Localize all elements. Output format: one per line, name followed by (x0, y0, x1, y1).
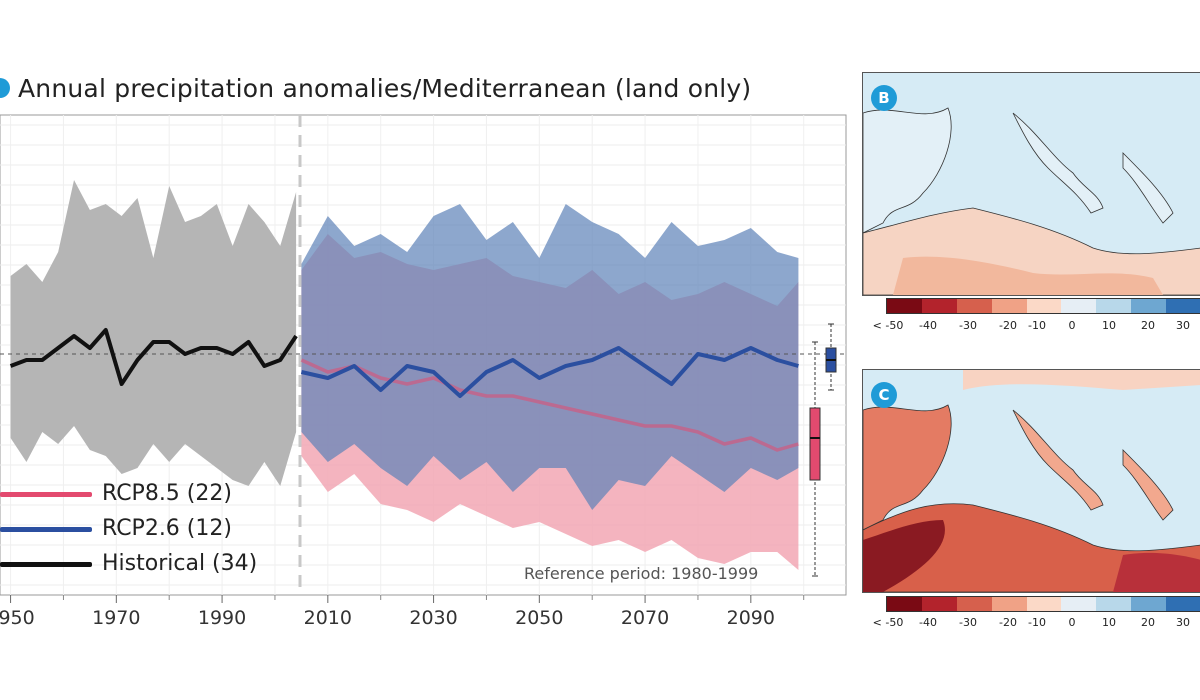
line-rcp85 (300, 358, 799, 452)
legend-item-rcp26: RCP2.6 (12) (0, 516, 232, 541)
legend-swatch-historical (0, 561, 92, 567)
x-tick-label: 2030 (409, 607, 458, 629)
legend-item-historical: Historical (34) (0, 551, 257, 576)
colorbar-b-label: 20 (1141, 319, 1155, 332)
colorbar-b-label: 0 (1068, 319, 1076, 332)
legend-swatch-rcp26 (0, 526, 92, 532)
colorbar-c-label: 10 (1102, 616, 1116, 629)
colorbar-c-label: 20 (1141, 616, 1155, 629)
panel-b-badge: B (871, 85, 897, 111)
x-tick-label: 2070 (620, 607, 670, 629)
colorbar-c-label: -40 (919, 616, 937, 629)
x-tick-label: 1970 (92, 607, 141, 629)
map-b-graphic (863, 73, 1200, 295)
x-tick-label: 2050 (515, 607, 564, 629)
colorbar-c-label: -10 (1028, 616, 1046, 629)
boxplot-box-rcp85 (809, 407, 821, 481)
band-historical (10, 180, 297, 486)
x-tick-label: 1990 (197, 607, 247, 629)
colorbar-c-label: 0 (1068, 616, 1076, 629)
reference-period-note: Reference period: 1980-1999 (524, 564, 759, 583)
colorbar-b (886, 298, 1200, 314)
legend-swatch-rcp85 (0, 491, 92, 497)
colorbar-b-label: -10 (1028, 319, 1046, 332)
colorbar-c-label: -30 (959, 616, 977, 629)
uncertainty-bands (10, 180, 799, 570)
map-c-graphic (863, 370, 1200, 592)
colorbar-b-label: 30 (1176, 319, 1190, 332)
x-axis-ticks (10, 595, 805, 603)
colorbar-c-label: < -50 (872, 616, 904, 629)
colorbar-c (886, 596, 1200, 612)
panel-a-badge (0, 78, 10, 98)
time-series-chart (0, 114, 847, 603)
line-rcp26 (300, 346, 799, 398)
panel-c-badge: C (871, 382, 897, 408)
chart-title: Annual precipitation anomalies/Mediterra… (18, 74, 752, 103)
map-panel-c: C (862, 369, 1200, 593)
mean-lines (9, 328, 799, 452)
colorbar-b-label: -30 (959, 319, 977, 332)
legend-label-rcp26: RCP2.6 (12) (102, 516, 232, 541)
colorbar-b-label: < -50 (872, 319, 904, 332)
colorbar-b-label: 10 (1102, 319, 1116, 332)
colorbar-c-label: 30 (1176, 616, 1190, 629)
band-rcp26 (301, 204, 799, 510)
x-tick-label: 2090 (726, 607, 775, 629)
map-panel-b: B (862, 72, 1200, 296)
x-tick-label: 2010 (303, 607, 352, 629)
colorbar-b-label: -40 (919, 319, 937, 332)
colorbar-b-label: -20 (999, 319, 1017, 332)
boxplots (809, 323, 837, 577)
legend-item-rcp85: RCP8.5 (22) (0, 481, 232, 506)
legend-label-historical: Historical (34) (102, 551, 258, 576)
x-tick-label: 1950 (0, 607, 35, 629)
colorbar-c-label: -20 (999, 616, 1017, 629)
legend-label-rcp85: RCP8.5 (22) (102, 481, 232, 506)
